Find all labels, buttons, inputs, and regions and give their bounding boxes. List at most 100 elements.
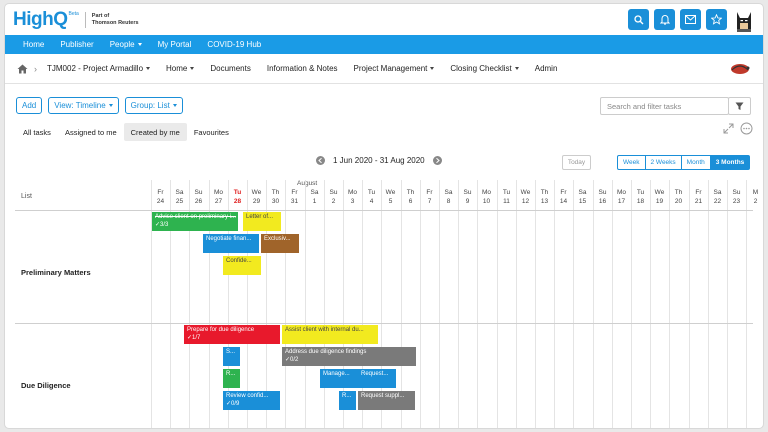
- day-of-week: M: [752, 189, 759, 196]
- armadillo-logo-icon: [731, 64, 750, 74]
- day-header: Th 13: [535, 188, 554, 206]
- tab-favourites[interactable]: Favourites: [193, 127, 229, 137]
- day-of-week: Fr: [695, 189, 702, 196]
- day-number: 10: [482, 198, 491, 205]
- mail-icon: [685, 15, 696, 24]
- main-nav-covid-19-hub[interactable]: COVID-19 Hub: [199, 40, 269, 49]
- task-bar[interactable]: Advise client on preliminary i... ✓3/3: [152, 212, 238, 231]
- add-task-button[interactable]: Add: [16, 97, 43, 114]
- day-header: Tu 11: [497, 188, 516, 206]
- messages-button[interactable]: [680, 9, 701, 30]
- day-gridline: [746, 180, 747, 428]
- more-options-icon[interactable]: [740, 122, 753, 135]
- group-select[interactable]: Group: List: [124, 97, 183, 114]
- day-of-week: Tu: [233, 189, 242, 196]
- day-number: 14: [559, 198, 568, 205]
- tab-assigned-to-me[interactable]: Assigned to me: [64, 127, 117, 137]
- today-button[interactable]: Today: [562, 155, 591, 170]
- range-2-weeks-button[interactable]: 2 Weeks: [644, 155, 682, 170]
- main-nav-home[interactable]: Home: [15, 40, 52, 49]
- day-of-week: Mo: [616, 189, 627, 196]
- range-month-button[interactable]: Month: [680, 155, 711, 170]
- task-bar[interactable]: Request suppl...: [358, 391, 415, 410]
- project-nav-home[interactable]: Home: [158, 64, 202, 73]
- day-of-week: Mo: [213, 189, 224, 196]
- day-number: 18: [636, 198, 645, 205]
- gantt-timeline: List August Fr 24 Sa 25 Su 26 Mo 27 Tu 28 We 29 Th 30…: [5, 180, 763, 428]
- task-bar[interactable]: Exclusiv...: [261, 234, 299, 253]
- bell-icon: [659, 15, 670, 25]
- view-select[interactable]: View: Timeline: [48, 97, 119, 114]
- day-gridline: [228, 180, 229, 428]
- notifications-button[interactable]: [654, 9, 675, 30]
- day-header: Tu 4: [362, 188, 381, 206]
- task-bar[interactable]: Prepare for due diligence ✓1/7: [184, 325, 280, 344]
- day-gridline: [401, 180, 402, 428]
- previous-period-icon[interactable]: [316, 156, 325, 165]
- task-bar[interactable]: R...: [223, 369, 240, 388]
- day-header: Mo 10: [477, 188, 496, 206]
- favourites-button[interactable]: [706, 9, 727, 30]
- day-number: 4: [369, 198, 374, 205]
- task-bar[interactable]: Manage...: [320, 369, 358, 388]
- project-nav-label: Home: [166, 64, 188, 73]
- task-bar[interactable]: Confide...: [223, 256, 261, 275]
- task-bar[interactable]: Review confid... ✓0/9: [223, 391, 280, 410]
- day-of-week: Su: [598, 189, 607, 196]
- user-avatar[interactable]: [732, 9, 755, 32]
- task-title: R...: [226, 371, 236, 377]
- day-header: Th 6: [401, 188, 420, 206]
- day-gridline: [189, 180, 190, 428]
- day-of-week: Sa: [444, 189, 453, 196]
- main-nav: Home Publisher People My Portal COVID-19 Hub: [5, 35, 763, 54]
- project-nav-admin[interactable]: Admin: [527, 64, 566, 73]
- task-bar[interactable]: R...: [339, 391, 356, 410]
- day-number: 31: [290, 198, 299, 205]
- task-bar[interactable]: S...: [223, 347, 240, 366]
- project-nav-project-management[interactable]: Project Management: [346, 64, 443, 73]
- day-gridline: [516, 180, 517, 428]
- task-title: Confide...: [226, 258, 252, 264]
- project-nav-documents[interactable]: Documents: [202, 64, 258, 73]
- main-nav-publisher[interactable]: Publisher: [52, 40, 101, 49]
- range-week-button[interactable]: Week: [617, 155, 646, 170]
- range-3-months-button[interactable]: 3 Months: [709, 155, 751, 170]
- day-of-week: Su: [329, 189, 338, 196]
- project-nav-label: Project Management: [353, 64, 428, 73]
- search-button[interactable]: [628, 9, 649, 30]
- task-bar[interactable]: Request...: [358, 369, 396, 388]
- tab-created-by-me[interactable]: Created by me: [123, 123, 187, 141]
- day-number: 17: [617, 198, 626, 205]
- day-number: 27: [214, 198, 223, 205]
- brand-divider: [84, 11, 86, 28]
- main-nav-my-portal[interactable]: My Portal: [150, 40, 200, 49]
- list-column-header: List: [21, 193, 32, 200]
- day-header: Su 23: [727, 188, 746, 206]
- task-bar[interactable]: Negotiate finan...: [203, 234, 259, 253]
- task-bar[interactable]: Address due diligence findings ✓0/2: [282, 347, 416, 366]
- day-gridline: [324, 180, 325, 428]
- next-period-icon[interactable]: [432, 156, 442, 165]
- day-number: 20: [674, 198, 683, 205]
- project-nav-information-notes[interactable]: Information & Notes: [259, 64, 346, 73]
- home-icon[interactable]: [15, 64, 32, 74]
- day-of-week: Th: [674, 189, 683, 196]
- brand-logo[interactable]: HighQ Beta Part of Thomson Reuters: [13, 9, 139, 31]
- task-bar[interactable]: Letter of...: [243, 212, 281, 231]
- chevron-down-icon: [137, 43, 142, 46]
- day-gridline: [631, 180, 632, 428]
- task-title: Prepare for due diligence: [187, 327, 255, 333]
- project-nav-closing-checklist[interactable]: Closing Checklist: [442, 64, 526, 73]
- day-of-week: Su: [194, 189, 203, 196]
- project-nav-tjm002-project-armadillo[interactable]: TJM002 - Project Armadillo: [39, 64, 158, 73]
- tab-all-tasks[interactable]: All tasks: [23, 127, 51, 137]
- day-number: 24: [156, 198, 165, 205]
- task-search-input[interactable]: Search and filter tasks: [600, 97, 729, 115]
- day-header: Sa 1: [305, 188, 324, 206]
- task-bar[interactable]: Assist client with internal du...: [282, 325, 378, 344]
- filter-button[interactable]: [728, 97, 751, 115]
- day-header: Sa 25: [170, 188, 189, 206]
- expand-icon[interactable]: [723, 123, 734, 134]
- main-nav-people[interactable]: People: [102, 40, 150, 49]
